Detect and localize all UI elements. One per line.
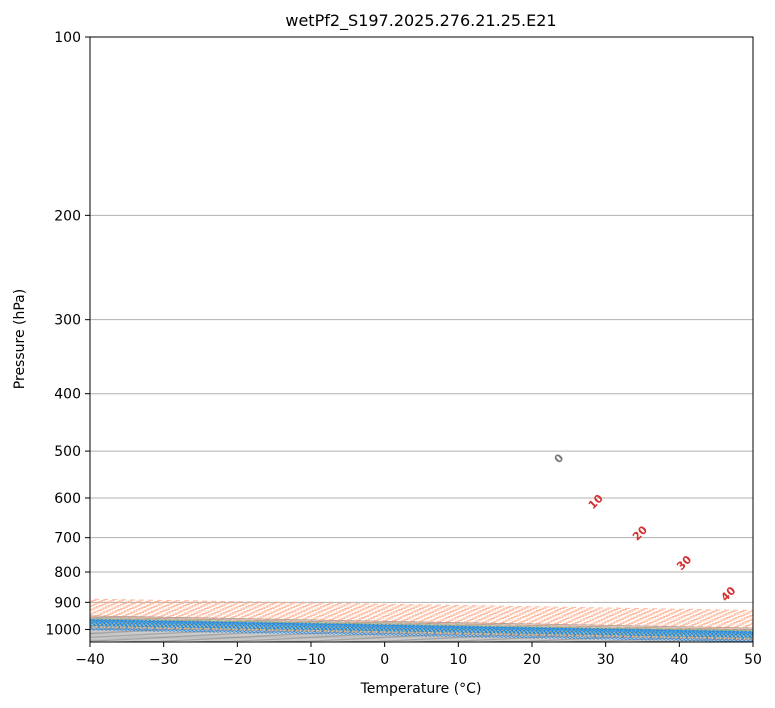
y-tick-label: 800: [54, 565, 81, 581]
x-axis: −40 −30 −20 −10 0 10 20 30 40 50: [75, 642, 762, 668]
x-tick-label: 20: [523, 652, 541, 668]
y-tick-label: 100: [54, 30, 81, 46]
x-tick-label: −10: [296, 652, 326, 668]
y-tick-label: 1000: [45, 622, 81, 638]
y-tick-label: 300: [54, 313, 81, 329]
y-tick-label: 700: [54, 531, 81, 547]
y-tick-label: 200: [54, 208, 81, 224]
chart-title: wetPf2_S197.2025.276.21.25.E21: [285, 11, 556, 31]
x-tick-label: −20: [223, 652, 253, 668]
x-tick-label: 50: [744, 652, 762, 668]
y-axis: 100 200 300 400 500 600 700 800 900 1000: [45, 30, 90, 638]
plot-area: -100-90-80-70-60-50-40-30-20-100.10.20.4…: [90, 37, 753, 642]
y-tick-label: 400: [54, 387, 81, 403]
x-axis-title: Temperature (°C): [360, 681, 482, 697]
y-tick-label: 500: [54, 444, 81, 460]
x-tick-label: 40: [670, 652, 688, 668]
x-tick-label: 0: [380, 652, 389, 668]
y-tick-label: 600: [54, 491, 81, 507]
x-tick-label: −30: [149, 652, 179, 668]
x-tick-label: −40: [75, 652, 105, 668]
y-axis-title: Pressure (hPa): [12, 289, 28, 389]
x-tick-label: 10: [449, 652, 467, 668]
x-tick-label: 30: [597, 652, 615, 668]
y-tick-label: 900: [54, 595, 81, 611]
plot-frame: [89, 36, 754, 643]
